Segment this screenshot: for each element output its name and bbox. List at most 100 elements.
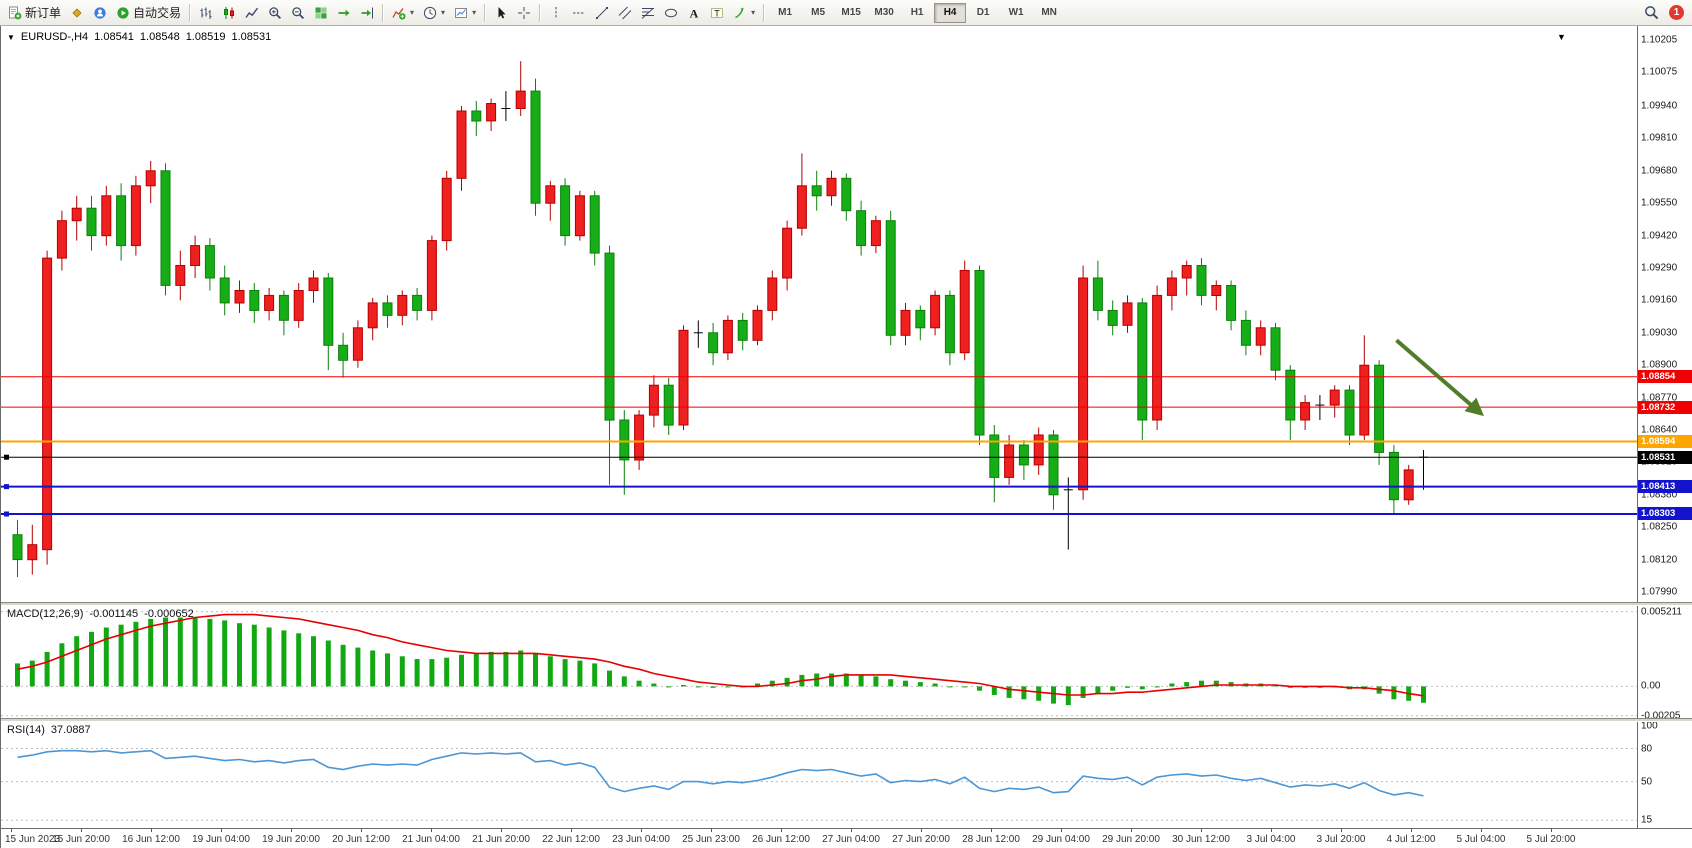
mql5-icon	[72, 7, 82, 18]
time-axis-label: 26 Jun 12:00	[752, 834, 810, 845]
timeframe-m30[interactable]: M30	[874, 6, 894, 18]
cursor-button[interactable]	[490, 0, 512, 26]
notification-badge[interactable]: 1	[1669, 5, 1684, 20]
trendline-button[interactable]	[591, 0, 613, 26]
arrows-icon	[735, 7, 744, 18]
timeframe-m15[interactable]: M15	[841, 6, 861, 18]
fibonacci-button[interactable]	[637, 0, 659, 26]
timeframe-m1[interactable]: M1	[778, 6, 793, 18]
candle-body	[604, 252, 615, 421]
macd-panel-splitter[interactable]	[1, 602, 1692, 606]
candle-body	[234, 290, 245, 304]
time-scale[interactable]: 15 Jun 2023 15 Jun 20:00 16 Jun 12:00 19 Ju…	[1, 828, 1692, 848]
periods-button[interactable]: ▾	[419, 0, 449, 26]
chart-shift-button[interactable]	[356, 0, 378, 26]
tile-windows-button[interactable]	[310, 0, 332, 26]
timeframe-h1[interactable]: H1	[910, 6, 924, 18]
macd-bar	[488, 651, 494, 687]
time-axis-tick	[1551, 829, 1552, 832]
macd-axis-label: 0.00	[1641, 680, 1661, 692]
fibonacci-icon	[641, 7, 655, 19]
chart-collapse-icon[interactable]: ▼	[1557, 32, 1566, 42]
periods-icon	[423, 6, 437, 19]
price-axis-label: 1.09290	[1641, 262, 1678, 274]
candle-body	[130, 185, 141, 247]
macd-bar	[888, 679, 894, 687]
macd-bar	[710, 686, 716, 688]
shapes-button[interactable]	[660, 0, 682, 26]
line-handle[interactable]	[4, 454, 9, 460]
channel-button[interactable]	[614, 0, 636, 26]
time-axis-label: 23 Jun 04:00	[612, 834, 670, 845]
candle-body	[1107, 309, 1118, 326]
price-axis-label: 1.08770	[1641, 392, 1678, 404]
rsi-label: RSI(14) 37.0887	[7, 724, 91, 736]
chart-candles-button[interactable]	[218, 0, 240, 26]
candle-body	[145, 170, 156, 187]
zoom-in-button[interactable]	[264, 0, 286, 26]
time-axis-label: 3 Jul 20:00	[1316, 834, 1366, 845]
dropdown-caret-icon: ▾	[751, 8, 756, 17]
macd-bar	[148, 618, 154, 687]
macd-bar	[281, 630, 287, 687]
timeframe-h4[interactable]: H4	[934, 2, 967, 23]
autotrade-play-button[interactable]: 自动交易	[112, 0, 185, 26]
candle-body	[86, 207, 97, 237]
zoom-out-button[interactable]	[287, 0, 309, 26]
macd-histogram	[15, 617, 1426, 706]
macd-bar	[296, 633, 302, 687]
crosshair-button[interactable]	[513, 0, 535, 26]
candle-body	[323, 277, 334, 346]
price-tag-1.08531: 1.08531	[1638, 450, 1692, 464]
chart-bars-button[interactable]	[195, 0, 217, 26]
macd-bar	[1213, 680, 1219, 687]
timeframe-d1[interactable]: D1	[976, 6, 990, 18]
search-button[interactable]	[1640, 0, 1663, 26]
macd-bar	[962, 686, 968, 688]
mql5-button[interactable]	[66, 0, 88, 26]
chart-plot[interactable]	[1, 26, 1637, 828]
candle-body	[204, 245, 215, 279]
vertical-line-button[interactable]	[545, 0, 567, 26]
indicators-button[interactable]: ▾	[388, 0, 418, 26]
trend-arrow[interactable]	[1395, 338, 1484, 417]
price-axis-label: 1.08120	[1641, 554, 1678, 566]
line-handle[interactable]	[4, 484, 9, 490]
time-axis-label: 20 Jun 12:00	[332, 834, 390, 845]
auto-scroll-button[interactable]	[333, 0, 355, 26]
symbol-dropdown-icon[interactable]: ▼	[7, 32, 15, 42]
rsi-panel-splitter[interactable]	[1, 718, 1692, 722]
candle-body	[1166, 277, 1177, 296]
macd-bar	[695, 686, 701, 688]
timeframe-mn[interactable]: MN	[1041, 6, 1057, 18]
candle-body	[1048, 434, 1059, 496]
chart-line-button[interactable]	[241, 0, 263, 26]
price-tag-1.08413: 1.08413	[1638, 480, 1692, 494]
candle-body	[1196, 265, 1207, 296]
indicators-icon	[392, 7, 406, 19]
toolbar-separator	[539, 3, 542, 22]
text-button[interactable]: A	[683, 0, 705, 26]
price-axis-label: 1.09030	[1641, 327, 1678, 339]
line-handle[interactable]	[4, 511, 9, 517]
ohlc-low: 1.08519	[185, 31, 226, 43]
text-label-icon: T	[711, 7, 724, 18]
price-scale[interactable]: 1.08854 1.08732 1.08594 1.08531 1.08413 1.083…	[1637, 26, 1692, 828]
time-axis-label: 3 Jul 04:00	[1246, 834, 1296, 845]
text-label-button[interactable]: T	[706, 0, 728, 26]
templates-button[interactable]: ▾	[450, 0, 480, 26]
candle-body	[175, 265, 186, 286]
timeframe-m5[interactable]: M5	[811, 6, 826, 18]
new-order-button[interactable]: 新订单	[4, 0, 65, 26]
chart-shift-icon	[361, 7, 374, 18]
arrows-button[interactable]: ▾	[729, 0, 759, 26]
rsi-line	[17, 749, 1424, 797]
candle-body	[12, 534, 23, 561]
candle-body	[1240, 319, 1251, 346]
toolbar-separator	[763, 3, 766, 22]
horizontal-line-button[interactable]	[568, 0, 590, 26]
price-axis-label: 1.08900	[1641, 359, 1678, 371]
timeframe-w1[interactable]: W1	[1008, 6, 1024, 18]
community-button[interactable]	[89, 0, 111, 26]
